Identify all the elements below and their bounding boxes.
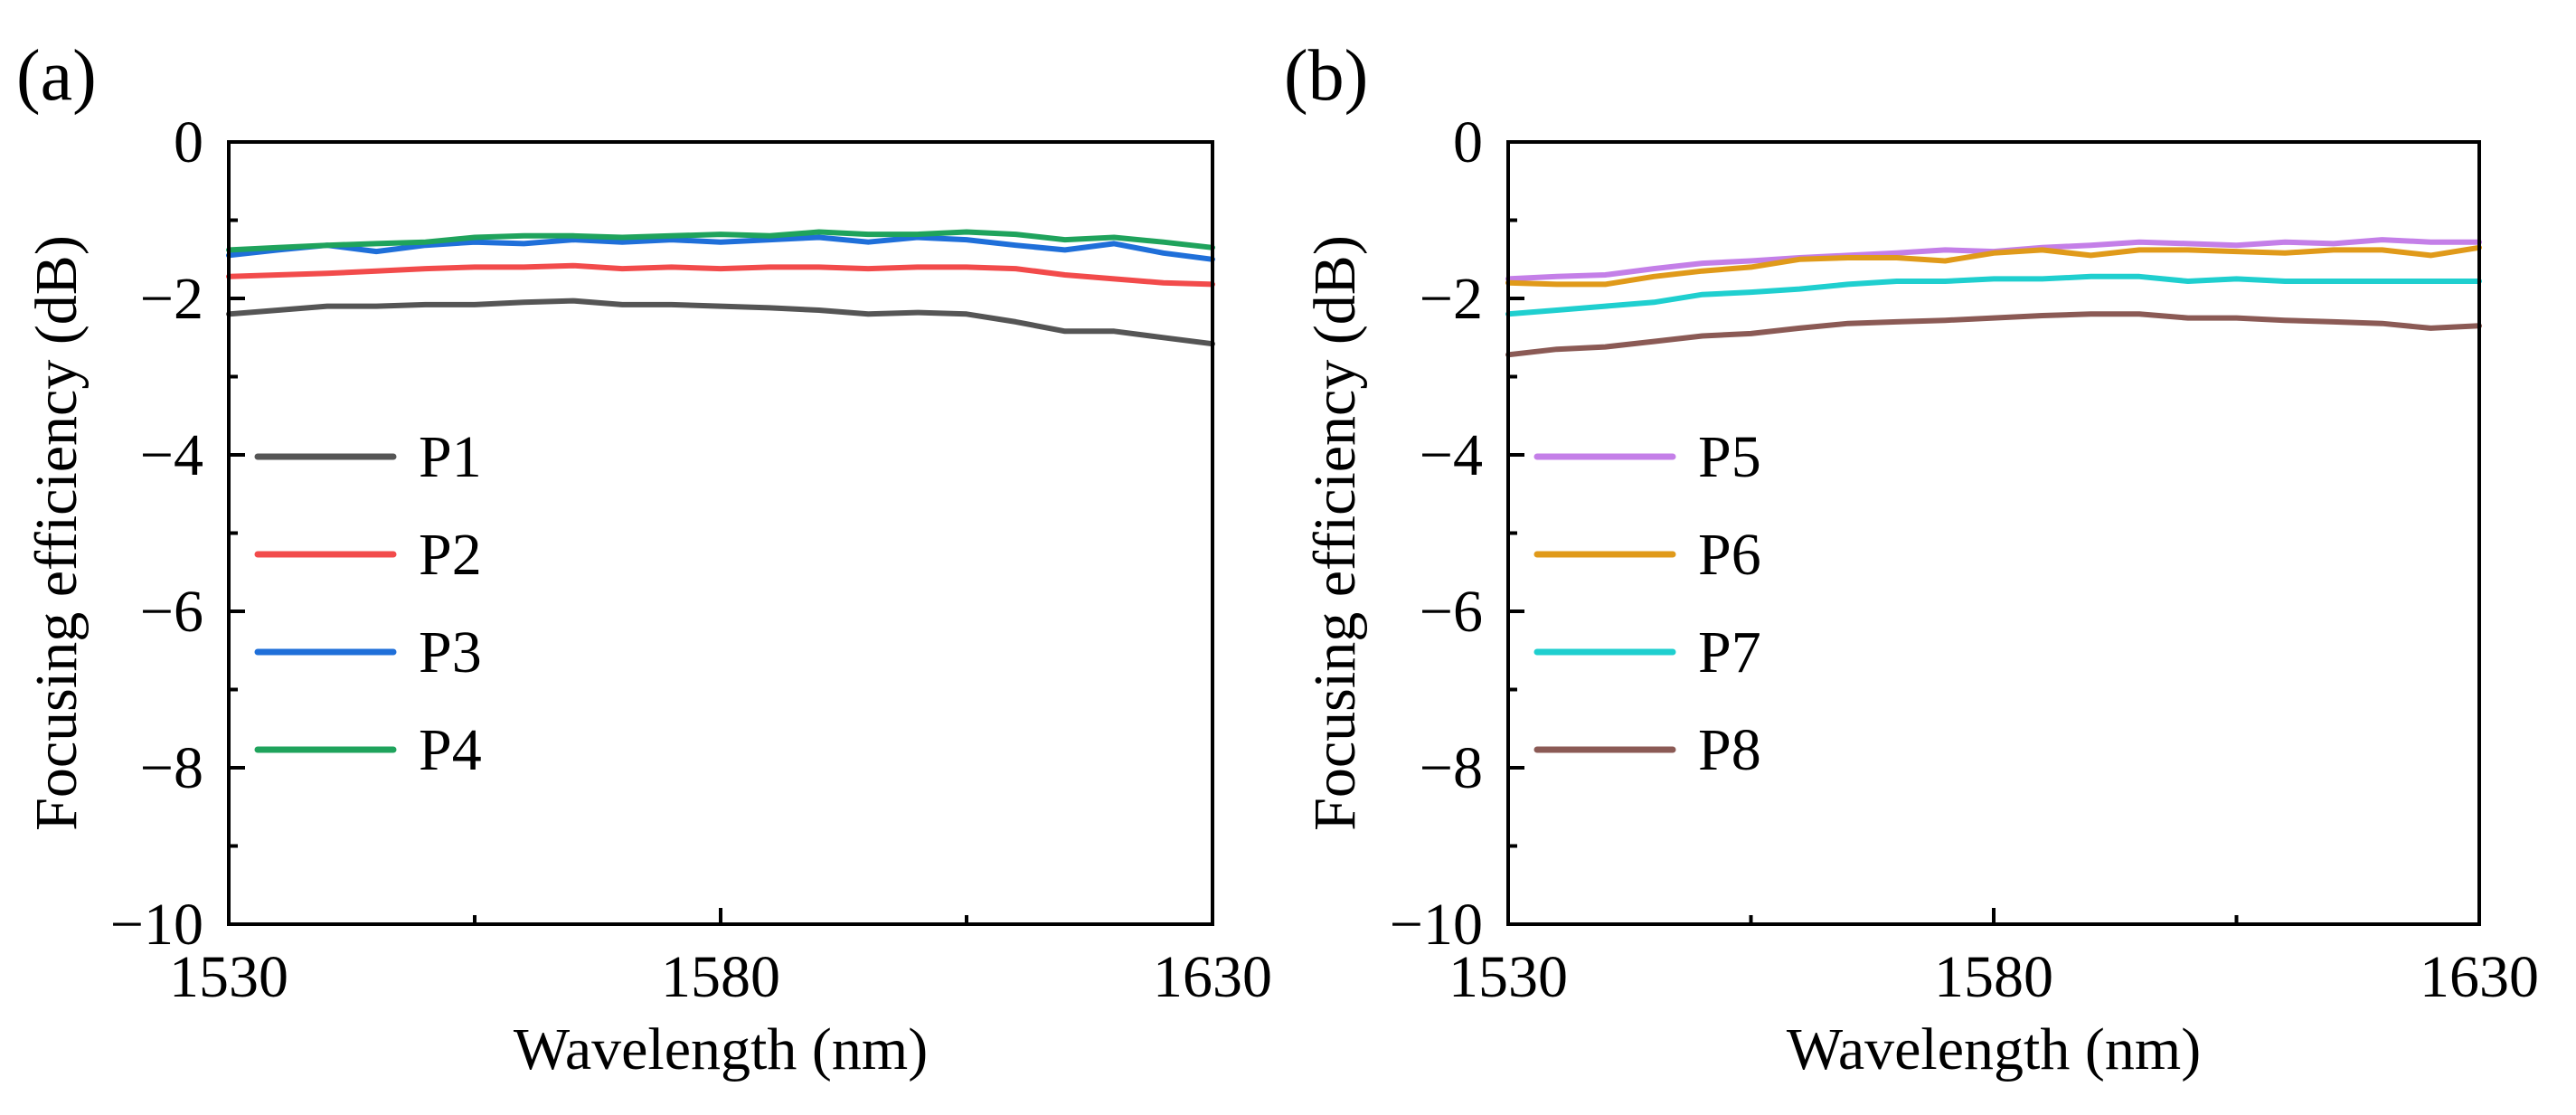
y-tick-label: −4	[140, 422, 203, 488]
series-line-p2	[226, 262, 1215, 288]
y-tick-label: −10	[110, 892, 203, 958]
series-line-p7	[1505, 273, 2482, 317]
x-axis-title: Wavelength (nm)	[1787, 1016, 2201, 1082]
y-tick-label: −10	[1390, 892, 1483, 958]
panel-label-b: (b)	[1284, 36, 1368, 116]
series-line-p5	[1505, 237, 2482, 282]
y-tick-label: −4	[1420, 422, 1483, 488]
plot-frame-b	[1506, 140, 2481, 926]
legend-label-p7: P7	[1698, 619, 1761, 685]
y-axis-title: Focusing efficiency (dB)	[24, 235, 90, 831]
y-axis-title: Focusing efficiency (dB)	[1302, 235, 1368, 831]
legend-label-p6: P6	[1698, 522, 1761, 588]
series-line-p8	[1505, 311, 2482, 358]
y-tick-label: −6	[1420, 579, 1483, 645]
legend-label-p8: P8	[1698, 717, 1761, 783]
x-tick-label: 1580	[661, 944, 780, 1010]
x-tick-label: 1580	[1934, 944, 2053, 1010]
x-axis-title: Wavelength (nm)	[514, 1016, 928, 1082]
y-tick-label: −2	[140, 266, 203, 332]
y-tick-label: −2	[1420, 266, 1483, 332]
legend-label-p2: P2	[419, 522, 482, 588]
panel-label-a: (a)	[16, 36, 97, 116]
legend-label-p3: P3	[419, 619, 482, 685]
y-tick-label: 0	[1453, 109, 1483, 175]
series-line-p3	[226, 234, 1215, 262]
series-line-p1	[226, 298, 1215, 347]
x-tick-label: 1630	[2420, 944, 2539, 1010]
legend-label-p1: P1	[419, 424, 482, 490]
series-line-p4	[226, 229, 1215, 253]
y-tick-label: −8	[140, 735, 203, 801]
series-line-p6	[1505, 244, 2482, 288]
legend-label-p4: P4	[419, 717, 482, 783]
y-tick-label: 0	[174, 109, 203, 175]
x-tick-label: 1530	[169, 944, 288, 1010]
x-tick-label: 1530	[1448, 944, 1568, 1010]
y-tick-label: −6	[140, 579, 203, 645]
x-tick-label: 1630	[1153, 944, 1272, 1010]
plot-frame-a	[227, 140, 1214, 926]
y-tick-label: −8	[1420, 735, 1483, 801]
legend-label-p5: P5	[1698, 424, 1761, 490]
